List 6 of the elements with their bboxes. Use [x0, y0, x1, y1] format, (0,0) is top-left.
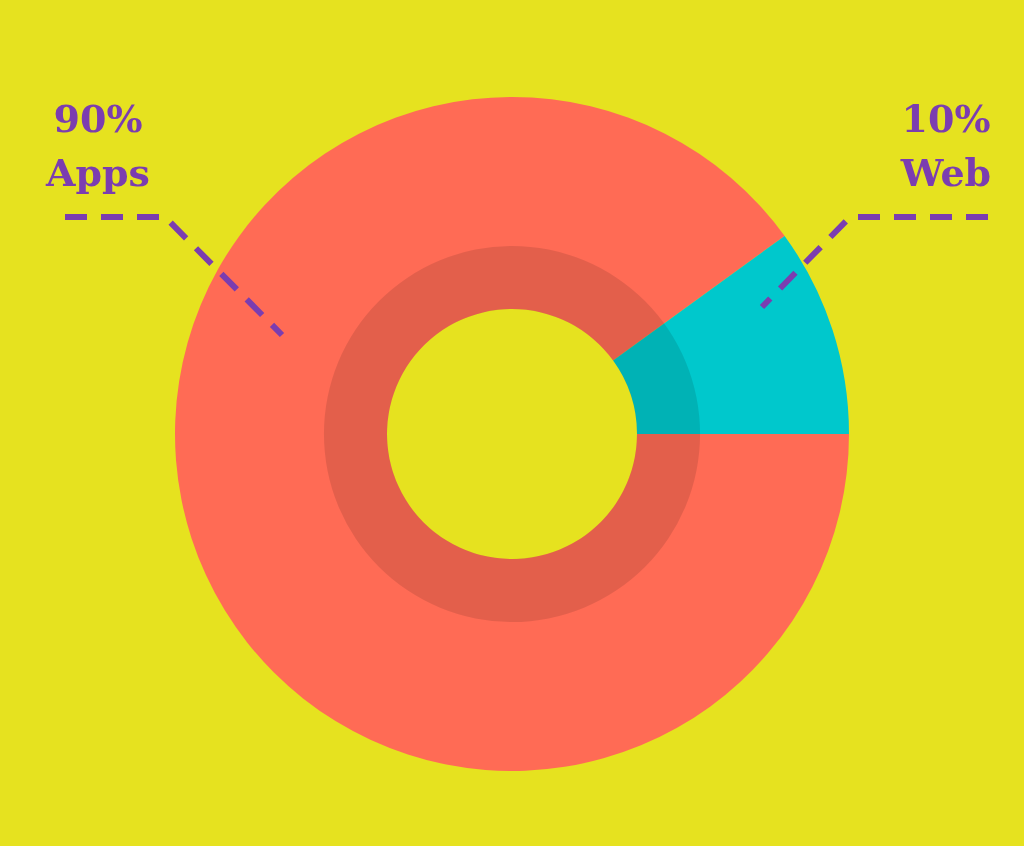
slice-label: Web: [899, 150, 992, 195]
slice-label: Apps: [44, 150, 151, 195]
data-label: 90%: [53, 96, 143, 141]
donut-slice: [613, 235, 849, 434]
donut-slice: [175, 97, 849, 771]
data-label: 10%: [901, 96, 991, 141]
